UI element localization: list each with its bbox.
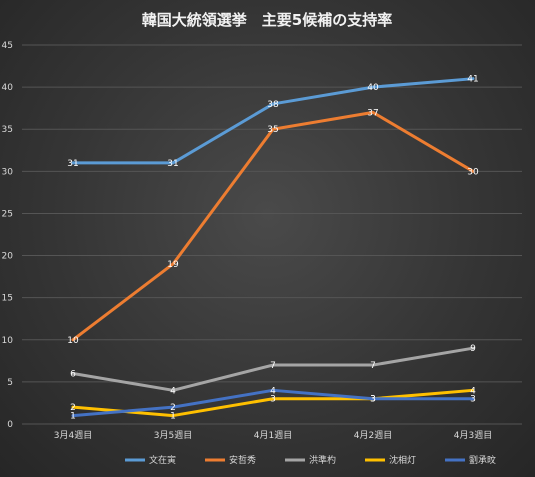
- series-line: [71, 346, 475, 392]
- series-lines: [71, 77, 475, 418]
- legend-label: 安哲秀: [229, 454, 256, 466]
- data-label: 1: [170, 412, 176, 422]
- data-label: 40: [367, 83, 379, 93]
- data-label: 3: [270, 395, 276, 405]
- legend-label: 洪準杓: [309, 454, 336, 466]
- series-line: [71, 110, 475, 342]
- y-tick-label: 0: [7, 420, 13, 430]
- y-axis-ticks: 0 5 10 15 20 25 30 35 40 45: [2, 41, 14, 430]
- chart-title: 韓国大統領選挙 主要5候補の支持率: [142, 11, 392, 29]
- data-label: 31: [167, 159, 178, 169]
- legend-label: 劉承旼: [469, 454, 496, 466]
- data-label: 19: [167, 260, 179, 270]
- data-label: 4: [170, 386, 176, 396]
- data-label: 30: [467, 167, 479, 177]
- data-label: 2: [70, 403, 76, 413]
- x-tick-label: 4月3週目: [454, 430, 492, 441]
- y-tick-label: 25: [2, 209, 13, 219]
- gridlines: [22, 44, 522, 425]
- data-label: 3: [470, 395, 476, 405]
- data-label: 2: [170, 403, 176, 413]
- data-label: 41: [467, 75, 478, 85]
- x-tick-label: 3月5週目: [154, 430, 192, 441]
- data-label: 7: [370, 361, 376, 371]
- series-line: [71, 388, 475, 418]
- legend-label: 沈相灯: [389, 454, 416, 466]
- data-label: 4: [470, 386, 476, 396]
- legend: 文在寅 安哲秀 洪準杓 沈相灯 劉承旼: [125, 454, 496, 466]
- data-label: 1: [70, 412, 76, 422]
- y-tick-label: 40: [2, 83, 14, 93]
- data-label: 35: [267, 125, 278, 135]
- data-label: 3: [370, 395, 376, 405]
- data-label: 38: [267, 100, 279, 110]
- x-tick-label: 4月1週目: [254, 430, 292, 441]
- data-label: 31: [67, 159, 78, 169]
- y-tick-label: 5: [7, 378, 13, 388]
- y-tick-label: 30: [2, 167, 14, 177]
- y-tick-label: 35: [2, 125, 13, 135]
- legend-label: 文在寅: [149, 454, 176, 466]
- data-label: 6: [70, 369, 76, 379]
- data-label: 9: [470, 344, 476, 354]
- y-tick-label: 20: [2, 252, 14, 262]
- data-label: 37: [367, 108, 378, 118]
- x-tick-label: 3月4週目: [54, 430, 92, 441]
- series-line: [71, 388, 475, 418]
- series-line: [71, 77, 475, 165]
- data-label: 3: [370, 395, 376, 405]
- data-label: 7: [270, 361, 276, 371]
- data-label: 10: [67, 336, 79, 346]
- data-label: 4: [270, 386, 276, 396]
- x-axis-ticks: 3月4週目 3月5週目 4月1週目 4月2週目 4月3週目: [54, 430, 492, 441]
- y-tick-label: 45: [2, 41, 13, 51]
- y-tick-label: 15: [2, 294, 13, 304]
- x-tick-label: 4月2週目: [354, 430, 392, 441]
- y-tick-label: 10: [2, 336, 14, 346]
